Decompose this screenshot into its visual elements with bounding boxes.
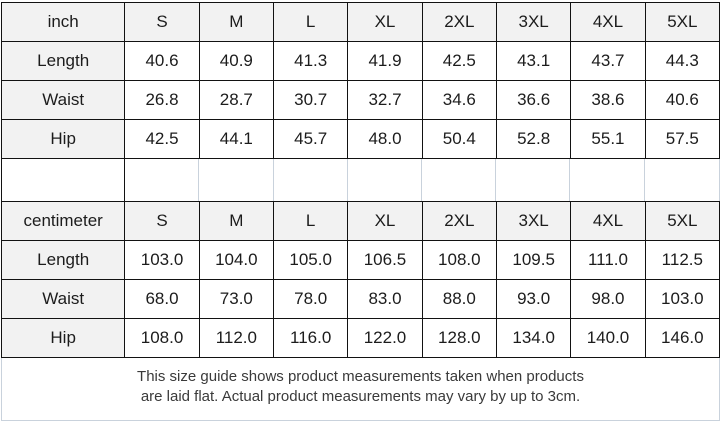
measure-value: 55.1 xyxy=(570,119,646,159)
measure-value: 42.5 xyxy=(124,119,200,159)
measure-value: 52.8 xyxy=(495,119,572,159)
size-col-header: 4XL xyxy=(570,201,646,241)
size-col-header: 5XL xyxy=(644,2,721,42)
footer-note-line: This size guide shows product measuremen… xyxy=(137,368,584,385)
measure-label: Length xyxy=(0,240,126,280)
size-col-header: M xyxy=(198,2,275,42)
size-col-header: 5XL xyxy=(644,201,721,241)
measure-value: 43.1 xyxy=(495,41,572,81)
size-col-header: 4XL xyxy=(570,2,646,42)
measure-value: 40.6 xyxy=(124,41,200,81)
spacer-cell xyxy=(496,159,571,201)
measure-value: 44.1 xyxy=(198,119,275,159)
size-col-header: XL xyxy=(347,2,423,42)
measurement-row: Hip 42.5 44.1 45.7 48.0 50.4 52.8 55.1 57.5 xyxy=(0,119,721,159)
measure-value: 104.0 xyxy=(198,240,275,280)
measure-value: 83.0 xyxy=(347,279,423,319)
measure-value: 108.0 xyxy=(124,318,200,358)
size-col-header: 2XL xyxy=(421,201,497,241)
measure-value: 32.7 xyxy=(347,80,423,120)
spacer-cell xyxy=(422,159,497,201)
measure-value: 28.7 xyxy=(198,80,275,120)
measure-value: 57.5 xyxy=(644,119,721,159)
measurement-row: Length 40.6 40.9 41.3 41.9 42.5 43.1 43.7 44.3 xyxy=(0,41,721,81)
measurement-row: Hip 108.0 112.0 116.0 122.0 128.0 134.0 140.0 14… xyxy=(0,318,721,358)
measure-value: 103.0 xyxy=(644,279,721,319)
measure-value: 50.4 xyxy=(421,119,497,159)
footer-note: This size guide shows product measuremen… xyxy=(1,358,720,421)
size-col-header: 3XL xyxy=(495,201,572,241)
spacer-cell xyxy=(199,159,274,201)
measure-value: 105.0 xyxy=(272,240,349,280)
measure-label: Length xyxy=(0,41,126,81)
size-col-header: S xyxy=(124,2,200,42)
measure-label: Hip xyxy=(0,119,126,159)
measure-value: 41.3 xyxy=(272,41,349,81)
spacer-cell xyxy=(125,159,200,201)
measure-value: 44.3 xyxy=(644,41,721,81)
measure-value: 40.9 xyxy=(198,41,275,81)
measure-value: 43.7 xyxy=(570,41,646,81)
size-col-header: S xyxy=(124,201,200,241)
spacer-cell xyxy=(2,159,126,201)
measure-value: 93.0 xyxy=(495,279,572,319)
measurement-row: Length 103.0 104.0 105.0 106.5 108.0 109.5 111.… xyxy=(0,240,721,280)
measure-value: 116.0 xyxy=(272,318,349,358)
size-table-centimeter: centimeter S M L XL 2XL 3XL 4XL 5XL Length 103.0 10… xyxy=(0,201,721,358)
size-col-header: L xyxy=(272,2,349,42)
spacer-cell xyxy=(274,159,348,201)
measure-value: 34.6 xyxy=(421,80,497,120)
size-header-row: inch S M L XL 2XL 3XL 4XL 5XL xyxy=(0,2,721,42)
size-col-header: L xyxy=(272,201,349,241)
unit-header: inch xyxy=(0,2,126,42)
measure-value: 98.0 xyxy=(570,279,646,319)
measure-value: 48.0 xyxy=(347,119,423,159)
measurement-row: Waist 26.8 28.7 30.7 32.7 34.6 36.6 38.6 40.6 xyxy=(0,80,721,120)
measure-label: Waist xyxy=(0,279,126,319)
measure-value: 112.0 xyxy=(198,318,275,358)
measure-value: 111.0 xyxy=(570,240,646,280)
size-col-header: XL xyxy=(347,201,423,241)
measure-value: 134.0 xyxy=(495,318,572,358)
measure-value: 36.6 xyxy=(495,80,572,120)
measure-value: 112.5 xyxy=(644,240,721,280)
spacer-cell xyxy=(348,159,423,201)
measure-value: 42.5 xyxy=(421,41,497,81)
measure-value: 38.6 xyxy=(570,80,646,120)
measure-value: 103.0 xyxy=(124,240,200,280)
measure-value: 88.0 xyxy=(421,279,497,319)
measure-value: 30.7 xyxy=(272,80,349,120)
footer-note-line: are laid flat. Actual product measuremen… xyxy=(140,388,581,406)
size-table-inch: inch S M L XL 2XL 3XL 4XL 5XL Length 40.6 40.9 41.3 4… xyxy=(0,2,721,159)
measure-value: 108.0 xyxy=(421,240,497,280)
measure-value: 41.9 xyxy=(347,41,423,81)
measure-value: 68.0 xyxy=(124,279,200,319)
size-col-header: M xyxy=(198,201,275,241)
measure-value: 122.0 xyxy=(347,318,423,358)
measure-value: 128.0 xyxy=(421,318,497,358)
measure-value: 109.5 xyxy=(495,240,572,280)
spacer-cell xyxy=(645,159,719,201)
measure-value: 40.6 xyxy=(644,80,721,120)
size-header-row: centimeter S M L XL 2XL 3XL 4XL 5XL xyxy=(0,201,721,241)
measure-value: 146.0 xyxy=(644,318,721,358)
measure-label: Hip xyxy=(0,318,126,358)
measure-value: 26.8 xyxy=(124,80,200,120)
spacer-cell xyxy=(570,159,645,201)
measurement-row: Waist 68.0 73.0 78.0 83.0 88.0 93.0 98.0 103.0 xyxy=(0,279,721,319)
measure-value: 140.0 xyxy=(570,318,646,358)
measure-value: 106.5 xyxy=(347,240,423,280)
measure-value: 78.0 xyxy=(272,279,349,319)
size-col-header: 2XL xyxy=(421,2,497,42)
measure-label: Waist xyxy=(0,80,126,120)
measure-value: 45.7 xyxy=(272,119,349,159)
table-spacer xyxy=(1,159,720,201)
unit-header: centimeter xyxy=(0,201,126,241)
size-col-header: 3XL xyxy=(495,2,572,42)
measure-value: 73.0 xyxy=(198,279,275,319)
